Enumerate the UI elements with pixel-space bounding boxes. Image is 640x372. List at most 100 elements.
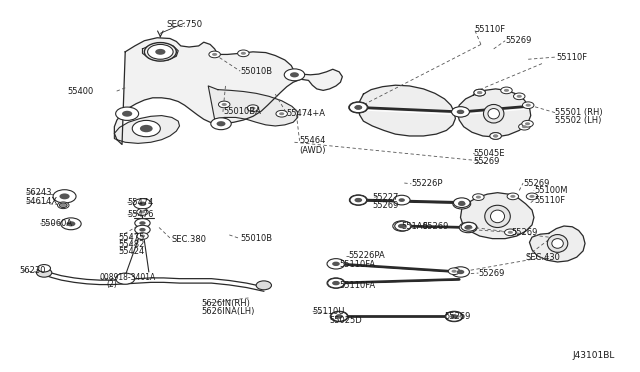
Polygon shape [358,85,456,136]
Circle shape [526,193,538,200]
Circle shape [490,133,501,139]
Circle shape [454,315,460,318]
Circle shape [67,221,76,227]
Circle shape [137,233,148,239]
Text: 55226PA: 55226PA [349,251,385,260]
Circle shape [457,110,465,114]
Circle shape [452,107,468,117]
Circle shape [458,202,466,206]
Circle shape [241,52,246,55]
Circle shape [330,311,348,322]
Circle shape [256,281,271,290]
Circle shape [449,268,460,275]
Circle shape [331,312,348,321]
Ellipse shape [483,105,504,123]
Circle shape [518,124,530,130]
Circle shape [452,267,469,277]
Polygon shape [461,193,534,238]
Polygon shape [143,43,178,61]
Circle shape [221,103,227,106]
Polygon shape [458,89,531,137]
Circle shape [513,93,525,100]
Circle shape [522,121,533,127]
Circle shape [36,268,52,277]
Text: 55226P: 55226P [412,179,443,188]
Circle shape [525,122,530,125]
Polygon shape [529,226,585,262]
Text: 55269: 55269 [422,222,449,231]
Text: 55060A: 55060A [40,219,72,228]
Text: 55269: 55269 [473,157,500,166]
Circle shape [467,226,473,229]
Text: 55269: 55269 [511,228,538,237]
Text: (2): (2) [106,280,117,289]
Text: 56243: 56243 [25,188,51,197]
Polygon shape [208,86,298,126]
Circle shape [529,195,534,198]
Circle shape [250,107,255,110]
Text: 55502 (LH): 55502 (LH) [555,116,602,125]
Text: 55476: 55476 [127,211,154,219]
Circle shape [477,91,482,94]
Circle shape [156,49,166,55]
Circle shape [134,199,152,209]
Text: 55269: 55269 [505,36,532,45]
Text: 5626IN(RH): 5626IN(RH) [202,299,251,308]
Circle shape [394,195,410,205]
Circle shape [474,89,485,96]
Circle shape [452,315,457,318]
Circle shape [332,281,340,285]
Circle shape [449,313,460,320]
Circle shape [290,72,299,77]
Text: 55010B: 55010B [240,234,272,243]
Text: 55475: 55475 [119,232,145,242]
Circle shape [140,228,146,232]
Circle shape [522,102,534,109]
Circle shape [477,91,482,94]
Circle shape [504,89,509,92]
Circle shape [452,270,457,273]
Text: (AWD): (AWD) [300,145,326,154]
Text: 55110FA: 55110FA [339,260,375,269]
Circle shape [284,69,305,81]
Polygon shape [115,38,342,144]
Text: 55269: 55269 [478,269,505,278]
Circle shape [209,51,220,58]
Circle shape [507,193,518,200]
Circle shape [399,198,405,202]
Circle shape [472,194,484,201]
Text: 55110F: 55110F [474,25,506,34]
Circle shape [465,225,472,230]
Circle shape [476,196,481,199]
Circle shape [400,224,406,228]
Text: 55400: 55400 [67,87,93,96]
Text: 55100M: 55100M [534,186,568,195]
Text: 55110F: 55110F [534,196,565,205]
Circle shape [510,195,515,198]
Circle shape [451,315,458,318]
Circle shape [516,95,522,98]
Text: 55482: 55482 [119,240,145,249]
Text: 008918-3401A: 008918-3401A [100,273,156,282]
Circle shape [452,107,469,117]
Circle shape [139,202,147,206]
Text: SEC.430: SEC.430 [525,253,561,262]
Circle shape [460,222,477,233]
Circle shape [140,211,145,214]
Circle shape [333,281,339,285]
Circle shape [504,229,516,235]
Circle shape [216,121,225,126]
Circle shape [355,105,362,110]
Text: 55025D: 55025D [330,316,362,325]
Circle shape [140,234,145,238]
Circle shape [60,203,67,208]
Circle shape [211,118,231,130]
Circle shape [474,89,485,96]
Circle shape [145,42,176,61]
Text: SEC.380: SEC.380 [172,235,207,244]
Circle shape [355,198,362,202]
Circle shape [453,199,470,209]
Ellipse shape [488,109,499,119]
Text: 5626INA(LH): 5626INA(LH) [202,307,255,316]
Circle shape [349,102,368,113]
